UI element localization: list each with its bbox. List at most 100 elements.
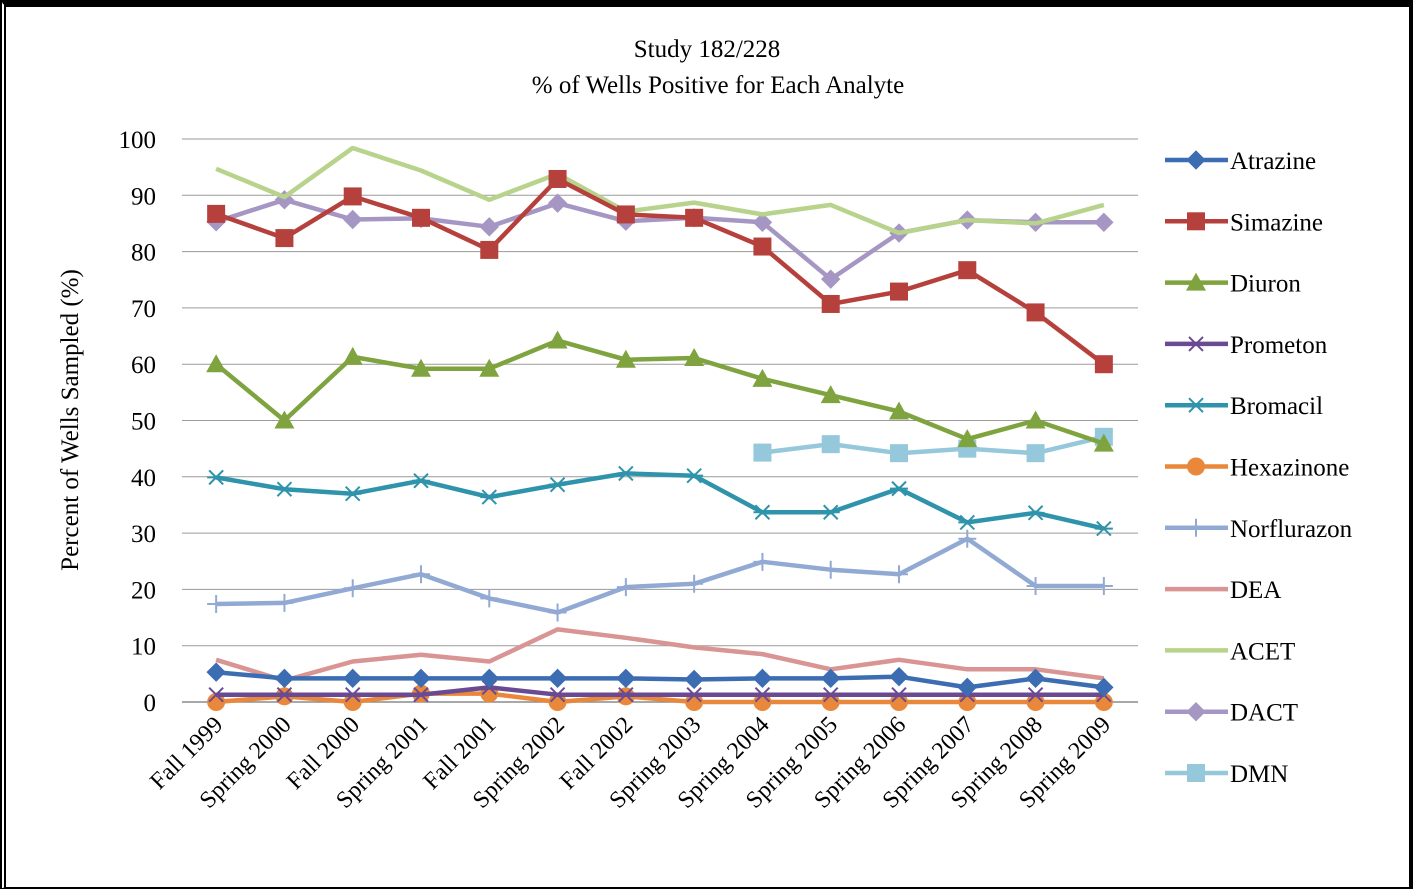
data-point-bromacil [480,489,499,505]
data-point-simazine [412,208,430,227]
legend-label-diuron: Diuron [1230,271,1301,298]
series-hexazinone [207,684,1113,711]
series-line-atrazine [215,669,1105,690]
data-point-norflurazon [1094,577,1113,596]
data-point-dact [479,217,499,237]
legend-item-atrazine: Atrazine [1165,148,1316,175]
data-point-bromacil [275,481,294,497]
data-point-atrazine [684,669,704,690]
series-dea [215,627,1105,683]
data-point-norflurazon [890,565,908,584]
data-point-norflurazon [548,603,567,622]
y-axis-label: Percent of Wells Sampled (%) [57,269,84,571]
y-tick-label: 70 [131,296,156,323]
data-point-bromacil [548,476,567,493]
data-point-hexazinone [890,693,908,711]
data-point-norflurazon [480,589,499,608]
legend-label-dea: DEA [1230,577,1281,604]
series-dmn [753,427,1113,463]
series-line-dea [215,627,1105,683]
legend-item-prometon: Prometon [1165,332,1328,359]
data-point-prometon [413,686,429,703]
data-point-norflurazon [1026,577,1045,596]
data-point-prometon [345,686,361,703]
data-point-simazine [1026,303,1045,322]
y-tick-labels: 0 10 20 30 40 50 60 70 80 90 100 [119,127,157,717]
data-point-hexazinone [1094,693,1113,711]
y-tick-label: 20 [131,577,156,604]
legend-item-bromacil: Bromacil [1165,393,1323,420]
data-point-hexazinone [821,693,840,711]
data-point-bromacil [958,514,977,531]
data-point-prometon [891,686,907,703]
series-atrazine [206,662,1114,698]
data-point-bromacil [616,465,635,482]
data-point-diuron [342,346,363,365]
legend-label-prometon: Prometon [1230,332,1328,359]
data-point-prometon [549,686,566,703]
data-point-diuron [684,348,705,367]
data-point-diuron [889,401,909,420]
legend-marker-prometon [1188,336,1204,352]
chart-subtitle: % of Wells Positive for Each Analyte [532,72,904,99]
data-point-hexazinone [1026,693,1045,711]
data-point-atrazine [479,668,499,689]
data-point-simazine [1094,355,1113,374]
data-point-atrazine [411,668,431,689]
data-point-dact [821,269,841,289]
legend-marker-bromacil [1187,397,1205,413]
data-point-prometon [823,686,839,703]
data-point-norflurazon [685,574,704,593]
data-point-diuron [752,368,773,387]
legend-item-norflurazon: Norflurazon [1165,516,1353,543]
data-point-atrazine [821,668,841,689]
series-prometon [208,679,1112,703]
data-point-hexazinone [685,693,704,711]
y-tick-label: 90 [131,183,156,210]
data-point-diuron [547,330,568,349]
data-point-atrazine [752,668,773,689]
data-point-diuron [957,429,978,448]
legend-item-dea: DEA [1165,577,1281,604]
legend-label-atrazine: Atrazine [1230,148,1316,175]
legend-item-dact: DACT [1165,700,1298,727]
legend-item-simazine: Simazine [1165,209,1323,236]
data-point-norflurazon [753,552,772,571]
series-line-dmn [762,434,1105,456]
data-point-norflurazon [958,529,977,548]
data-point-norflurazon [207,595,226,614]
data-point-diuron [206,354,227,373]
legend-label-bromacil: Bromacil [1230,393,1323,420]
legend-marker-dact [1186,701,1206,722]
data-point-diuron [820,385,841,404]
series-bromacil [207,465,1113,537]
data-point-bromacil [753,504,772,520]
data-point-atrazine [343,668,363,689]
data-point-dact [547,193,568,213]
series-line-norflurazon [216,536,1104,615]
series-line-bromacil [215,471,1105,531]
data-point-simazine [821,294,840,313]
data-point-simazine [685,208,704,227]
data-point-bromacil [412,473,430,489]
data-point-atrazine [957,677,977,698]
data-point-bromacil [821,504,840,520]
data-point-dmn [753,443,772,462]
data-point-diuron [479,358,500,377]
legend-item-dmn: DMN [1165,761,1288,788]
chart-title: Study 182/228 [634,36,781,63]
series-line-hexazinone [215,691,1104,705]
legend-marker-hexazinone [1187,457,1205,476]
legend-marker-simazine [1187,212,1205,231]
series-line-simazine [215,176,1106,366]
data-point-prometon [208,686,224,703]
data-point-diuron [1025,410,1046,429]
legend-marker-atrazine [1186,150,1206,170]
data-point-simazine [480,240,499,259]
y-tick-label: 50 [131,409,156,436]
data-point-bromacil [343,485,362,502]
data-point-simazine [958,261,977,280]
legend-label-acet: ACET [1230,638,1295,665]
legend-label-dmn: DMN [1230,761,1288,788]
